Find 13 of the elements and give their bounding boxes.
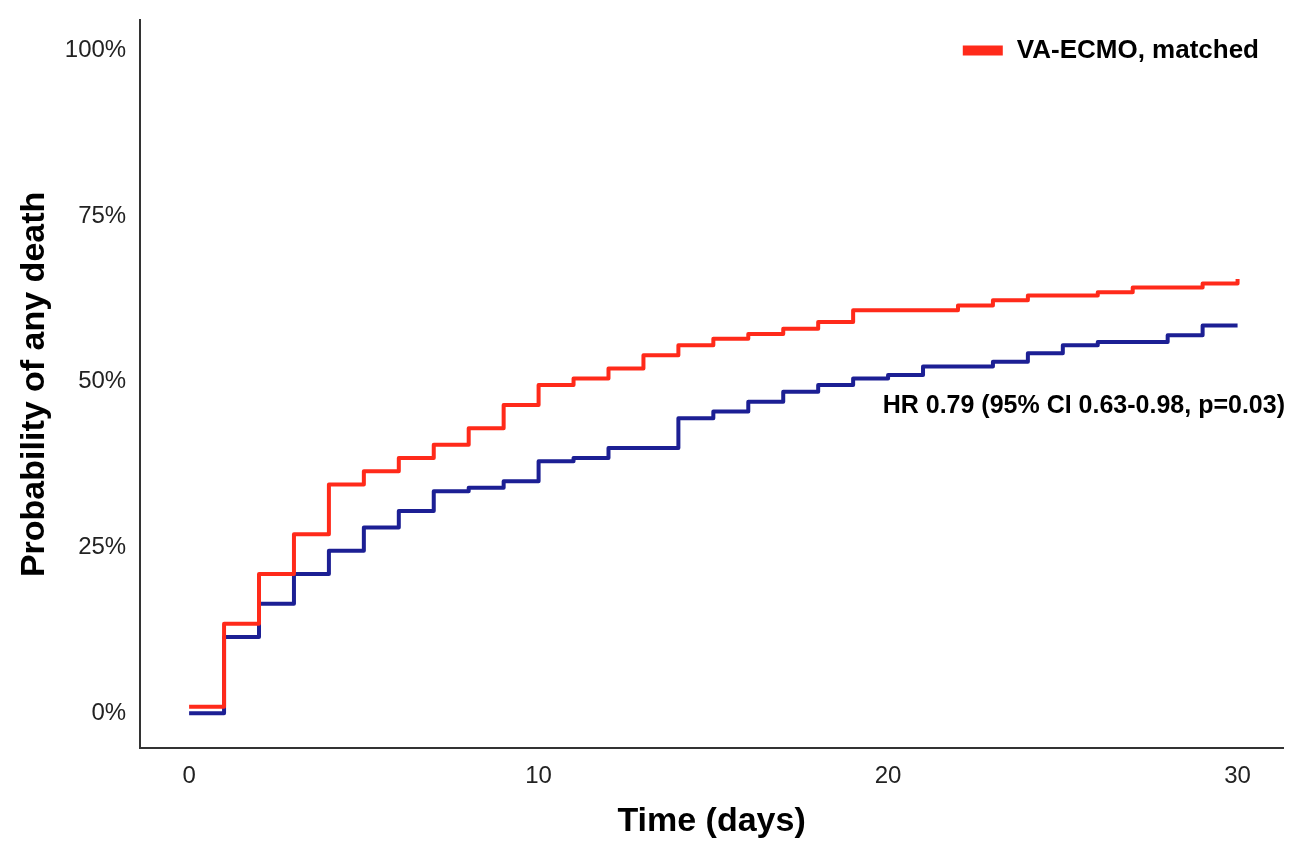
y-axis-title: Probability of any death [12,191,51,578]
legend-label: VA-ECMO, matched [1016,33,1259,64]
x-tick-label: 0 [182,761,196,789]
x-tick-label: 30 [1224,761,1251,789]
x-tick-label: 20 [874,761,902,789]
y-tick-label: 25% [78,532,127,560]
y-tick-label: 100% [64,34,127,62]
y-tick-label: 75% [78,200,127,228]
annotation: HR 0.79 (95% CI 0.63-0.98, p=0.03) [882,390,1285,419]
x-tick-label: 10 [525,761,552,789]
y-tick-label: 50% [78,366,127,394]
x-axis-title: Time (days) [617,799,806,838]
y-tick-label: 0% [91,697,127,725]
